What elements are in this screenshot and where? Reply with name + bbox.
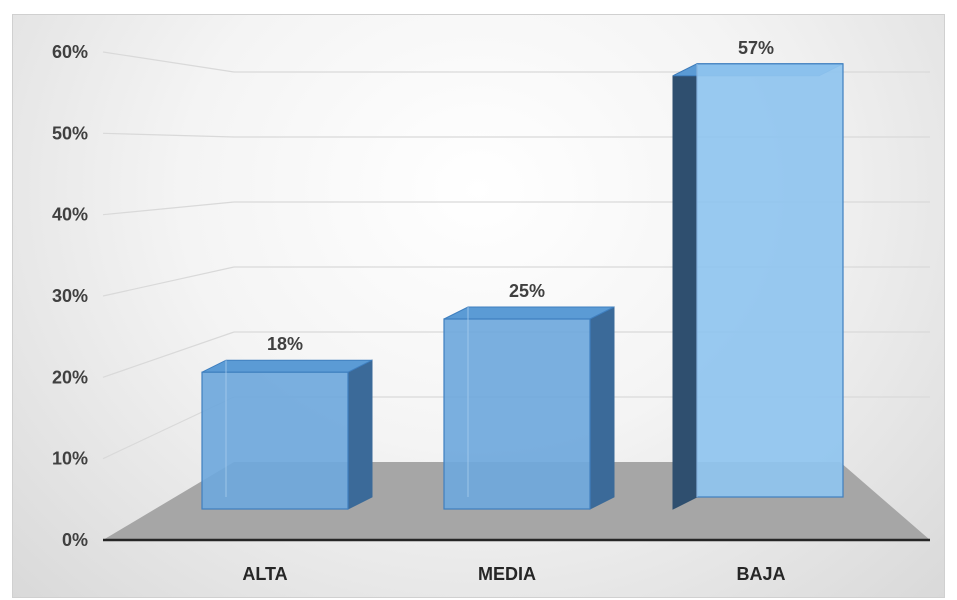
x-category-label: MEDIA xyxy=(478,564,536,584)
x-axis-categories: ALTA MEDIA BAJA xyxy=(242,564,785,584)
gridline-side xyxy=(102,201,235,216)
bar-side-face xyxy=(672,62,698,510)
y-tick-label: 0% xyxy=(62,530,88,550)
bar-front-face xyxy=(696,63,844,498)
bar-side-face xyxy=(347,359,373,510)
gridline-side xyxy=(102,331,235,378)
x-category-label: ALTA xyxy=(242,564,287,584)
y-tick-label: 40% xyxy=(52,205,88,225)
bar-baja xyxy=(672,62,844,510)
gridline-side xyxy=(102,51,235,73)
y-tick-label: 60% xyxy=(52,42,88,62)
bar-side-face xyxy=(589,306,615,510)
data-label: 57% xyxy=(738,38,774,58)
bar-alta xyxy=(201,359,373,510)
y-axis-ticks: 0% 10% 20% 30% 40% 50% 60% xyxy=(52,42,88,550)
y-tick-label: 10% xyxy=(52,449,88,469)
gridline-side xyxy=(102,132,235,138)
bar-top-face xyxy=(201,359,373,373)
gridline-side xyxy=(102,266,235,297)
y-tick-label: 50% xyxy=(52,123,88,143)
data-labels: 18% 25% 57% xyxy=(267,38,774,354)
bar-media xyxy=(443,306,615,510)
data-label: 18% xyxy=(267,334,303,354)
bar-front-face xyxy=(201,371,349,510)
bars xyxy=(201,62,844,510)
bar-front-face xyxy=(443,318,591,510)
x-category-label: BAJA xyxy=(736,564,785,584)
y-tick-label: 20% xyxy=(52,367,88,387)
bar-top-face xyxy=(443,306,615,320)
data-label: 25% xyxy=(509,281,545,301)
y-tick-label: 30% xyxy=(52,286,88,306)
